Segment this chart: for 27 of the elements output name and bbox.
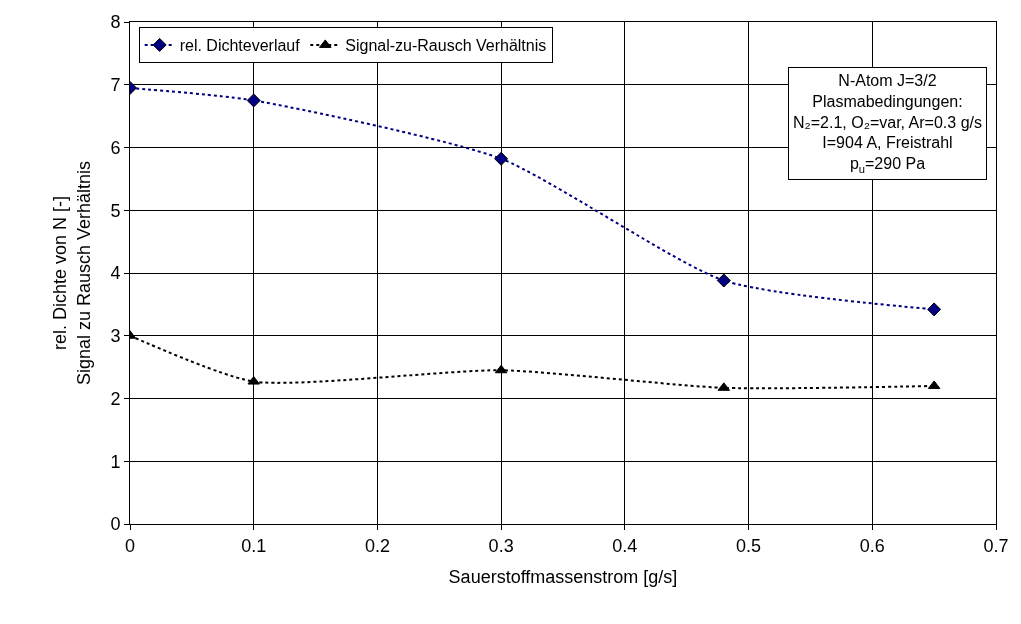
x-tick-label: 0.2: [364, 535, 390, 556]
y-tick-label: 7: [110, 75, 121, 96]
y-tick-label: 2: [110, 388, 121, 409]
point: [927, 302, 942, 317]
x-tick-label: 0.3: [488, 535, 514, 556]
x-tick-label: 0.7: [983, 535, 1009, 556]
y-tick-label: 8: [110, 12, 121, 33]
point: [246, 93, 261, 108]
y-tick-label: 0: [110, 514, 121, 535]
y-tick-label: 5: [110, 200, 121, 221]
x-tick-label: 0.6: [859, 535, 885, 556]
x-tick-label: 0.5: [736, 535, 762, 556]
y-tick-label: 6: [110, 137, 121, 158]
x-tick-label: 0.4: [612, 535, 638, 556]
point: [494, 364, 508, 374]
point: [716, 273, 731, 288]
y-tick-label: 3: [110, 326, 121, 347]
x-tick-label: 0.1: [241, 535, 267, 556]
y-axis-title: rel. Dichte von N [-] Signal zu Rausch Verhältnis: [50, 160, 94, 386]
point: [494, 151, 509, 166]
x-axis-title: Sauerstoffmassenstrom [g/s]: [448, 566, 678, 587]
legend-label: Signal-zu-Rausch Verhältnis: [345, 37, 547, 55]
annotation: N-Atom J=3/2 Plasmabedingungen: N₂=2.1, O₂=var, Ar=0.3 g/s I=904 A, Freistrahl p$_{u}$=290 Pa: [793, 72, 982, 175]
y-tick-label: 4: [110, 263, 121, 284]
x-tick-label: 0: [124, 535, 136, 556]
legend-label: rel. Dichteverlauf: [179, 37, 301, 55]
y-tick-label: 1: [110, 451, 121, 472]
